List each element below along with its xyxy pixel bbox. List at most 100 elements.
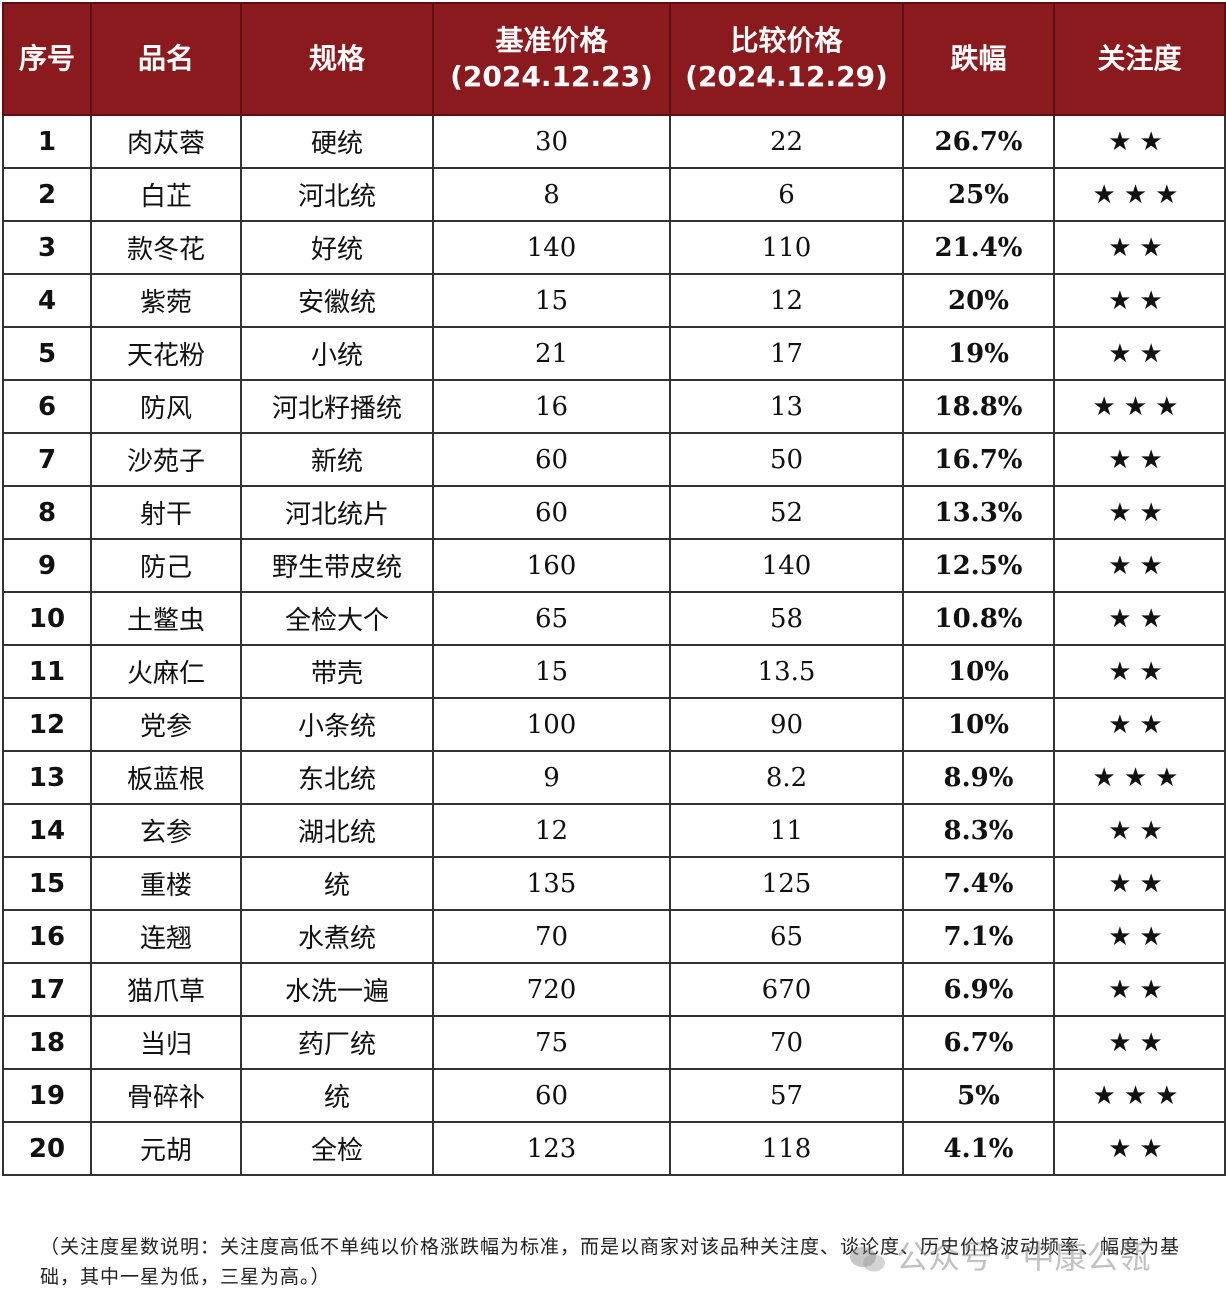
cell-compare: 6 [669, 167, 904, 222]
cell-change: 7.1% [902, 909, 1055, 964]
cell-name: 党参 [90, 697, 242, 752]
cell-base: 123 [432, 1121, 671, 1176]
table-row: 19 骨碎补统 60 57 5% ★★★ [2, 1068, 1226, 1123]
cell-change: 10% [902, 697, 1055, 752]
cell-name: 沙苑子 [90, 432, 242, 487]
cell-compare: 8.2 [669, 750, 904, 805]
cell-spec: 硬统 [240, 114, 434, 169]
cell-base: 12 [432, 803, 671, 858]
table-row: 2 白芷 河北统 8 6 25% ★★★ [2, 167, 1226, 222]
cell-seq: 20 [2, 1121, 92, 1176]
cell-name: 防风 [90, 379, 242, 434]
cell-name: 肉苁蓉 [90, 114, 242, 169]
watermark: 公众号 · 中康公瓴 [848, 1232, 1151, 1278]
cell-base: 15 [432, 644, 671, 699]
cell-name: 防己 [90, 538, 242, 593]
table-row: 11 火麻仁 带壳 15 13.5 10% ★★ [2, 644, 1226, 699]
table-row: 7 沙苑子 新统 60 50 16.7% ★★ [2, 432, 1226, 487]
cell-compare: 65 [669, 909, 904, 964]
table-row: 4 紫菀 安徽统 15 12 20% ★★ [2, 273, 1226, 328]
cell-compare: 13 [669, 379, 904, 434]
header-compare-price-title: 比较价格 [730, 24, 843, 57]
cell-name: 连翘 [90, 909, 242, 964]
cell-change: 6.7% [902, 1015, 1055, 1070]
attention-note: （关注度星数说明：关注度高低不单纯以价格涨跌幅为标准，而是以商家对该品种关注度、… [40, 1236, 1181, 1288]
cell-name: 天花粉 [90, 326, 242, 381]
cell-seq: 14 [2, 803, 92, 858]
cell-compare: 110 [669, 220, 904, 275]
cell-seq: 17 [2, 962, 92, 1017]
cell-compare: 70 [669, 1015, 904, 1070]
cell-spec: 河北籽播统 [240, 379, 434, 434]
table-row: 18 当归 药厂统 75 70 6.7% ★★ [2, 1015, 1226, 1070]
table-row: 17 猫爪草 水洗一遍 720 670 6.9% ★★ [2, 962, 1226, 1017]
cell-spec: 全检大个 [240, 591, 434, 646]
cell-stars: ★★ [1053, 538, 1226, 593]
cell-stars: ★★ [1053, 1121, 1226, 1176]
cell-change: 18.8% [902, 379, 1055, 434]
watermark-text: 公众号 · 中康公瓴 [896, 1238, 1151, 1276]
header-attention: 关注度 [1053, 2, 1226, 116]
cell-stars: ★★ [1053, 856, 1226, 911]
cell-name: 骨碎补 [90, 1068, 242, 1123]
cell-compare: 125 [669, 856, 904, 911]
cell-spec: 统 [240, 1068, 434, 1123]
cell-name: 款冬花 [90, 220, 242, 275]
cell-name: 紫菀 [90, 273, 242, 328]
cell-change: 8.9% [902, 750, 1055, 805]
cell-compare: 670 [669, 962, 904, 1017]
cell-spec: 东北统 [240, 750, 434, 805]
header-compare-price-date: (2024.12.29) [685, 60, 888, 93]
cell-seq: 16 [2, 909, 92, 964]
cell-seq: 1 [2, 114, 92, 169]
cell-change: 26.7% [902, 114, 1055, 169]
cell-stars: ★★ [1053, 114, 1226, 169]
cell-name: 白芷 [90, 167, 242, 222]
cell-compare: 58 [669, 591, 904, 646]
table-row: 13 板蓝根 东北统 9 8.2 8.9% ★★★ [2, 750, 1226, 805]
wechat-icon [850, 1247, 885, 1272]
cell-compare: 57 [669, 1068, 904, 1123]
cell-change: 8.3% [902, 803, 1055, 858]
table-row: 20 元胡 全检 123 118 4.1% ★★ [2, 1121, 1226, 1176]
cell-compare: 17 [669, 326, 904, 381]
cell-seq: 8 [2, 485, 92, 540]
cell-stars: ★★ [1053, 326, 1226, 381]
cell-compare: 22 [669, 114, 904, 169]
table-row: 9 防己 野生带皮统 160 140 12.5% ★★ [2, 538, 1226, 593]
cell-stars: ★★ [1053, 1015, 1226, 1070]
cell-base: 720 [432, 962, 671, 1017]
cell-base: 160 [432, 538, 671, 593]
table-row: 6 防风 河北籽播统 16 13 18.8% ★★★ [2, 379, 1226, 434]
cell-stars: ★★ [1053, 697, 1226, 752]
cell-seq: 7 [2, 432, 92, 487]
cell-seq: 5 [2, 326, 92, 381]
table-row: 5 天花粉 小统 21 17 19% ★★ [2, 326, 1226, 381]
cell-name: 重楼 [90, 856, 242, 911]
header-spec: 规格 [240, 2, 434, 116]
cell-seq: 2 [2, 167, 92, 222]
cell-spec: 药厂统 [240, 1015, 434, 1070]
cell-base: 60 [432, 1068, 671, 1123]
header-name: 品名 [90, 2, 242, 116]
cell-base: 15 [432, 273, 671, 328]
cell-stars: ★★ [1053, 909, 1226, 964]
cell-change: 12.5% [902, 538, 1055, 593]
cell-seq: 11 [2, 644, 92, 699]
cell-base: 135 [432, 856, 671, 911]
table-row: 1 肉苁蓉 硬统 30 22 26.7% ★★ [2, 114, 1226, 169]
table-header-row: 序号 品名 规格 基准价格 (2024.12.23) 比较价格 (2024.12.2… [2, 2, 1226, 116]
cell-spec: 河北统片 [240, 485, 434, 540]
cell-change: 16.7% [902, 432, 1055, 487]
header-base-price: 基准价格 (2024.12.23) [432, 2, 671, 116]
cell-change: 25% [902, 167, 1055, 222]
cell-spec: 统 [240, 856, 434, 911]
table-row: 3 款冬花 好统 140 110 21.4% ★★ [2, 220, 1226, 275]
cell-seq: 4 [2, 273, 92, 328]
cell-compare: 140 [669, 538, 904, 593]
cell-spec: 新统 [240, 432, 434, 487]
cell-base: 9 [432, 750, 671, 805]
cell-name: 当归 [90, 1015, 242, 1070]
cell-spec: 带壳 [240, 644, 434, 699]
cell-change: 4.1% [902, 1121, 1055, 1176]
